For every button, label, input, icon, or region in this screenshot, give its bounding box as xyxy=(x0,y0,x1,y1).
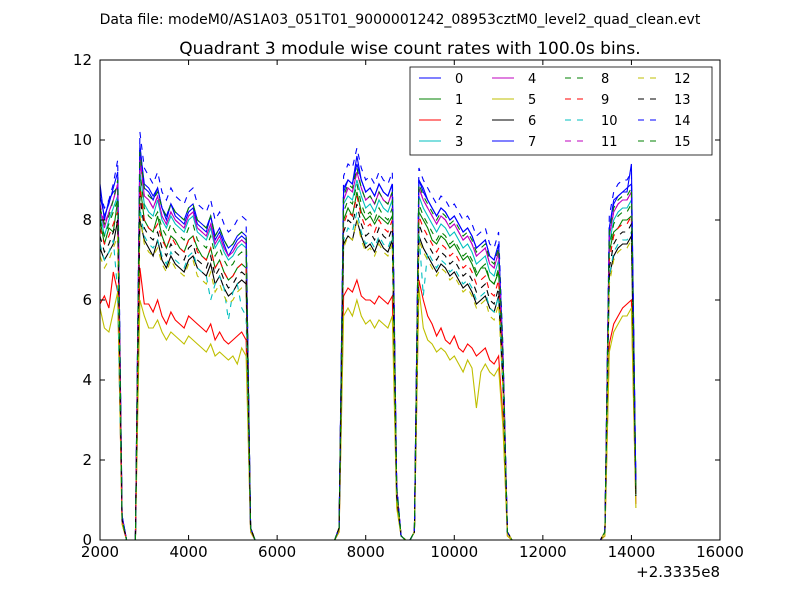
series-line-1 xyxy=(99,183,637,541)
legend-label-2: 2 xyxy=(455,114,463,129)
legend-label-8: 8 xyxy=(601,72,609,87)
legend-label-9: 9 xyxy=(601,93,609,108)
y-tick-label: 6 xyxy=(82,291,92,309)
series-line-10 xyxy=(99,207,637,541)
series-line-2 xyxy=(99,267,637,541)
x-offset-label: +2.3335e8 xyxy=(636,563,720,581)
legend-frame xyxy=(409,66,713,156)
y-tick-label: 4 xyxy=(82,371,92,389)
series-line-3 xyxy=(99,171,637,541)
x-tick-label: 4000 xyxy=(169,543,207,561)
x-tick-label: 6000 xyxy=(258,543,296,561)
legend-label-5: 5 xyxy=(528,93,536,108)
x-tick-label: 10000 xyxy=(430,543,478,561)
series-line-8 xyxy=(99,171,637,541)
series-line-6 xyxy=(99,219,637,541)
legend-label-3: 3 xyxy=(455,135,463,150)
legend-label-15: 15 xyxy=(674,135,691,150)
series-line-14 xyxy=(99,131,637,541)
y-tick-label: 10 xyxy=(73,131,92,149)
suptitle: Data file: modeM0/AS1A03_051T01_90000012… xyxy=(100,12,701,28)
legend-label-6: 6 xyxy=(528,114,536,129)
series-line-7 xyxy=(99,143,637,541)
series-layer xyxy=(99,131,637,541)
series-line-5 xyxy=(99,287,637,541)
legend-label-1: 1 xyxy=(455,93,463,108)
series-line-15 xyxy=(99,151,637,541)
legend-label-4: 4 xyxy=(528,72,536,87)
series-line-0 xyxy=(99,147,637,541)
series-line-13 xyxy=(99,195,637,541)
series-line-9 xyxy=(99,187,637,541)
y-tick-label: 12 xyxy=(73,51,92,69)
legend-label-10: 10 xyxy=(601,114,618,129)
legend-label-0: 0 xyxy=(455,72,463,87)
y-tick-label: 0 xyxy=(82,531,92,549)
y-tick-label: 8 xyxy=(82,211,92,229)
x-tick-label: 12000 xyxy=(519,543,567,561)
x-tick-label: 14000 xyxy=(608,543,656,561)
x-tick-label: 16000 xyxy=(696,543,744,561)
chart-title: Quadrant 3 module wise count rates with … xyxy=(179,39,640,59)
legend-label-11: 11 xyxy=(601,135,618,150)
legend-label-14: 14 xyxy=(674,114,691,129)
ticks-layer: 2000 4000 6000 8000 10000 12000 14000 16000 0 2 4 6… xyxy=(73,51,744,561)
y-tick-label: 2 xyxy=(82,451,92,469)
series-line-12 xyxy=(99,215,637,541)
legend-label-13: 13 xyxy=(674,93,691,108)
x-tick-label: 2000 xyxy=(81,543,119,561)
legend-label-12: 12 xyxy=(674,72,691,87)
x-tick-label: 8000 xyxy=(347,543,385,561)
legend-label-7: 7 xyxy=(528,135,536,150)
